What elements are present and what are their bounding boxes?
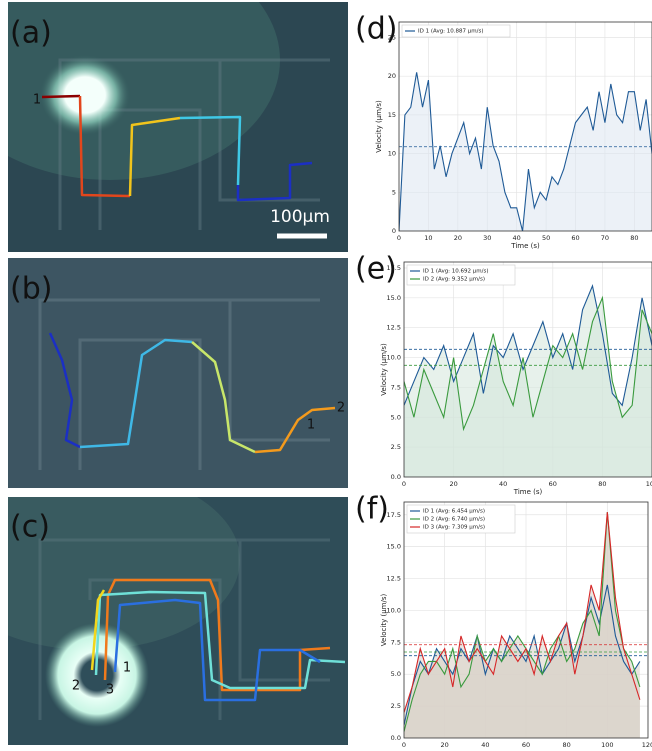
scale-bar-label: 100µm: [270, 207, 330, 227]
trajectory: [42, 96, 80, 97]
panel-label: (e): [355, 252, 397, 287]
legend-label: ID 1 (Avg: 10.887 μm/s): [418, 29, 484, 35]
y-tick-label: 15: [388, 111, 396, 119]
panel-b: 1 2 (b): [8, 258, 348, 488]
x-tick-label: 10: [424, 234, 432, 242]
x-tick-label: 60: [571, 234, 579, 242]
y-tick-label: 20: [388, 72, 396, 80]
image: [8, 258, 348, 488]
annotation: 3: [106, 683, 114, 698]
legend-label: ID 2 (Avg: 6.740 μm/s): [423, 517, 485, 523]
x-tick-label: 20: [441, 741, 449, 747]
x-axis-label: Time (s): [513, 488, 543, 496]
x-tick-label: 0: [402, 480, 406, 488]
x-tick-label: 100: [601, 741, 613, 747]
y-tick-label: 15.0: [387, 543, 401, 551]
y-tick-label: 15.0: [387, 294, 401, 302]
legend-label: ID 1 (Avg: 6.454 μm/s): [423, 509, 485, 515]
x-tick-label: 120: [642, 741, 652, 747]
y-tick-label: 10: [388, 150, 396, 158]
figure: 100µm 1 (a) 1 2 (b) 1 2 3 (c) 0510152025…: [0, 0, 652, 747]
legend-label: ID 2 (Avg: 9.352 μm/s): [423, 277, 485, 283]
x-tick-label: 30: [483, 234, 491, 242]
x-tick-label: 80: [598, 480, 606, 488]
y-tick-label: 5.0: [391, 670, 401, 678]
annotation: 2: [72, 679, 80, 694]
y-tick-label: 7.5: [391, 383, 401, 391]
y-tick-label: 5.0: [391, 413, 401, 421]
legend-label: ID 3 (Avg: 7.309 μm/s): [423, 525, 485, 531]
x-tick-label: 40: [499, 480, 507, 488]
y-tick-label: 10.0: [387, 354, 401, 362]
panel-c: 1 2 3 (c): [0, 470, 348, 745]
x-tick-label: 0: [402, 741, 406, 747]
y-tick-label: 2.5: [391, 702, 401, 710]
x-tick-label: 0: [397, 234, 401, 242]
annotation: 1: [33, 93, 41, 108]
x-tick-label: 20: [454, 234, 462, 242]
x-axis-label: Time (s): [510, 242, 540, 250]
x-tick-label: 50: [542, 234, 550, 242]
x-tick-label: 80: [630, 234, 638, 242]
y-axis-label: Velocity (μm/s): [380, 594, 388, 647]
panel-label: (d): [355, 12, 397, 47]
y-tick-label: 5: [392, 188, 396, 196]
x-tick-label: 60: [522, 741, 530, 747]
y-tick-label: 12.5: [387, 575, 401, 583]
page: 100µm 1 (a) 1 2 (b) 1 2 3 (c) 0510152025…: [0, 0, 652, 751]
y-axis-label: Velocity (μm/s): [375, 100, 383, 153]
x-tick-label: 60: [549, 480, 557, 488]
annotation: 1: [307, 418, 315, 433]
y-tick-label: 0.0: [391, 473, 401, 481]
y-tick-label: 7.5: [391, 638, 401, 646]
x-tick-label: 40: [481, 741, 489, 747]
y-tick-label: 0: [392, 227, 396, 235]
annotation: 1: [123, 661, 131, 676]
panel-label: (f): [355, 492, 389, 527]
panel-label: (c): [10, 510, 50, 545]
y-tick-label: 12.5: [387, 324, 401, 332]
panel-a: 100µm 1 (a): [0, 0, 348, 252]
x-tick-label: 100: [646, 480, 652, 488]
panel-label: (b): [10, 272, 52, 307]
x-tick-label: 20: [449, 480, 457, 488]
x-tick-label: 80: [563, 741, 571, 747]
legend-label: ID 1 (Avg: 10.692 μm/s): [423, 269, 489, 275]
annotation: 2: [337, 401, 345, 416]
panel-label: (a): [10, 16, 52, 51]
y-tick-label: 2.5: [391, 443, 401, 451]
y-axis-label: Velocity (μm/s): [380, 343, 388, 396]
y-tick-label: 10.0: [387, 606, 401, 614]
x-tick-label: 40: [513, 234, 521, 242]
x-tick-label: 70: [601, 234, 609, 242]
y-tick-label: 0.0: [391, 734, 401, 742]
